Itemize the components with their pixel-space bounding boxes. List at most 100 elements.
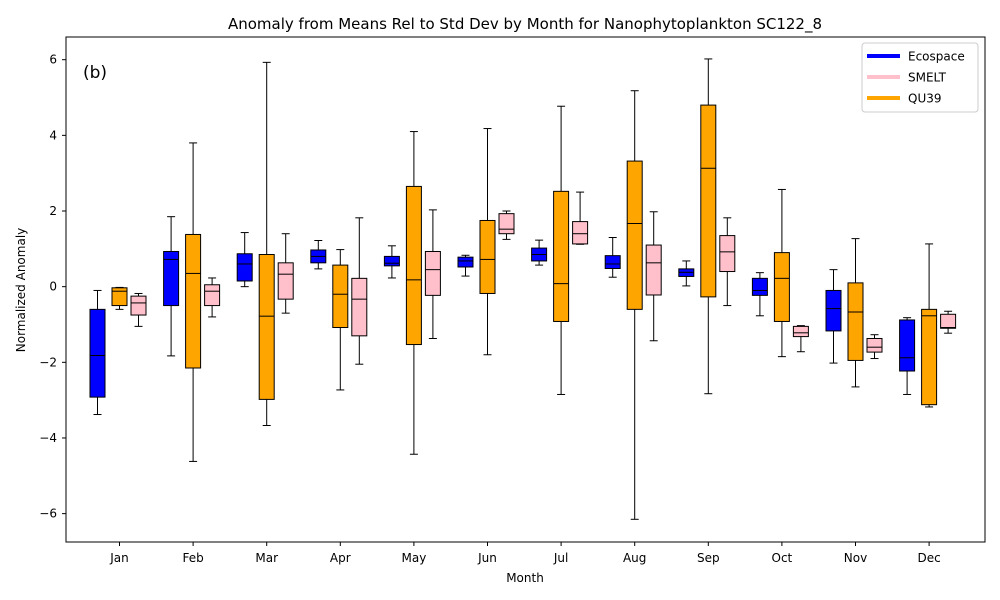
box-qu39-mar <box>258 61 275 426</box>
box-body <box>89 308 106 398</box>
y-tick-label: 0 <box>49 280 57 294</box>
box-body <box>277 262 294 300</box>
box-body <box>332 264 349 329</box>
box-body <box>479 219 496 294</box>
box-ecospace-jul <box>531 239 548 266</box>
box-body <box>921 308 938 406</box>
box-smelt-apr <box>351 217 368 365</box>
y-tick-label: −2 <box>39 355 57 369</box>
legend: Ecospace SMELT QU39 <box>861 42 979 113</box>
box-smelt-jun <box>498 210 515 240</box>
box-smelt-aug <box>645 211 662 342</box>
box-qu39-feb <box>185 142 202 462</box>
legend-label-ecospace: Ecospace <box>908 50 965 64</box>
x-tick-label: Sep <box>697 551 720 565</box>
box-body <box>825 289 842 332</box>
box-ecospace-oct <box>751 272 768 317</box>
box-body <box>773 252 790 322</box>
box-body <box>258 254 275 400</box>
box-qu39-jul <box>553 105 570 395</box>
box-body <box>130 295 147 316</box>
box-qu39-oct <box>773 188 790 358</box>
box-ecospace-aug <box>604 236 621 278</box>
panel-label: (b) <box>83 63 107 83</box>
box-ecospace-feb <box>163 216 180 357</box>
box-smelt-jul <box>572 191 589 245</box>
box-ecospace-jun <box>457 254 474 277</box>
y-tick-label: −6 <box>39 507 57 521</box>
box-smelt-sep <box>719 217 736 307</box>
box-body <box>424 250 441 296</box>
box-ecospace-mar <box>236 232 253 288</box>
box-body <box>792 325 809 338</box>
box-smelt-oct <box>792 325 809 353</box>
box-smelt-jan <box>130 292 147 327</box>
box-body <box>847 282 864 361</box>
x-tick-label: Dec <box>917 551 940 565</box>
box-body <box>383 255 400 267</box>
legend-label-smelt: SMELT <box>908 71 947 85</box>
x-tick-label: Jul <box>553 551 568 565</box>
x-axis-title: Month <box>506 571 544 585</box>
y-tick-label: −4 <box>39 431 57 445</box>
box-smelt-nov <box>866 334 883 360</box>
box-body <box>645 244 662 296</box>
y-tick-label: 2 <box>49 204 57 218</box>
box-qu39-jan <box>111 286 128 310</box>
box-body <box>405 185 422 346</box>
x-tick-label: Jun <box>477 551 497 565</box>
box-body <box>163 250 180 307</box>
box-body <box>204 284 221 307</box>
box-qu39-may <box>405 131 422 455</box>
box-body <box>700 104 717 298</box>
y-axis-title: Normalized Anomaly <box>14 228 28 353</box>
box-ecospace-apr <box>310 240 327 270</box>
x-tick-label: Oct <box>772 551 793 565</box>
box-body <box>751 277 768 296</box>
y-axis: −6 −4 −2 0 2 4 6 <box>39 53 66 521</box>
box-body <box>457 256 474 268</box>
box-qu39-nov <box>847 238 864 388</box>
box-smelt-may <box>424 209 441 339</box>
box-body <box>351 277 368 337</box>
box-body <box>111 287 128 307</box>
x-tick-label: Feb <box>182 551 203 565</box>
plot-area <box>65 36 986 543</box>
box-qu39-jun <box>479 128 496 356</box>
box-body <box>940 313 957 329</box>
box-body <box>899 319 916 372</box>
box-body <box>498 213 515 235</box>
x-tick-label: Mar <box>255 551 278 565</box>
legend-frame <box>861 42 979 113</box>
box-ecospace-may <box>383 245 400 279</box>
x-tick-label: Nov <box>844 551 867 565</box>
box-qu39-aug <box>626 90 643 520</box>
box-ecospace-dec <box>899 317 916 395</box>
box-body <box>866 337 883 353</box>
x-tick-label: Aug <box>623 551 646 565</box>
x-tick-label: Jan <box>109 551 129 565</box>
box-series <box>89 58 957 520</box>
box-body <box>719 235 736 273</box>
box-body <box>572 221 589 245</box>
box-ecospace-sep <box>678 260 695 287</box>
box-body <box>553 190 570 322</box>
y-tick-label: 4 <box>49 128 57 142</box>
legend-label-qu39: QU39 <box>908 92 942 106</box>
box-body <box>626 160 643 310</box>
box-smelt-feb <box>204 277 221 318</box>
box-ecospace-nov <box>825 269 842 364</box>
box-ecospace-jan <box>89 289 106 416</box>
x-tick-label: May <box>401 551 426 565</box>
box-body <box>185 233 202 369</box>
x-axis: Jan Feb Mar Apr May Jun Jul Aug Sep Oct Nov Dec <box>109 542 941 565</box>
box-qu39-apr <box>332 249 349 391</box>
box-qu39-sep <box>700 58 717 395</box>
box-body <box>604 255 621 270</box>
y-tick-label: 6 <box>49 53 57 67</box>
box-smelt-mar <box>277 233 294 314</box>
box-body <box>236 253 253 282</box>
box-smelt-dec <box>940 310 957 334</box>
box-qu39-dec <box>921 243 938 408</box>
